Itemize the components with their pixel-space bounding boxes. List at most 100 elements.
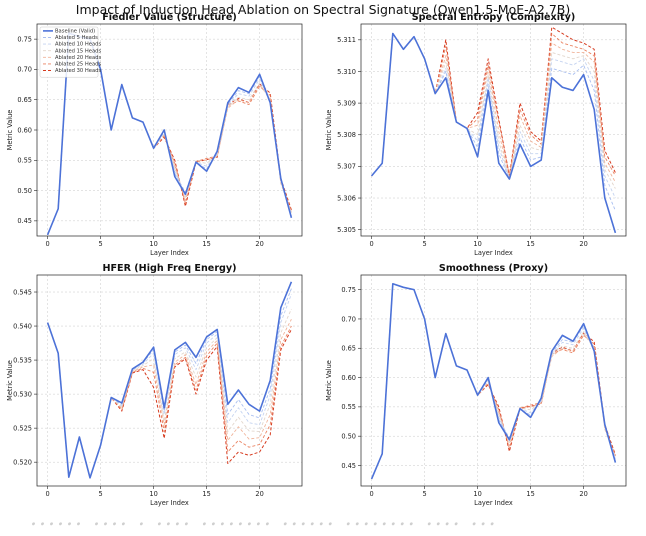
x-tick-label: 10	[473, 240, 481, 248]
series-line-ablated-20-heads	[371, 283, 616, 480]
series-line-ablated-10-heads	[371, 33, 616, 199]
series-line-ablated-30-heads	[371, 26, 616, 177]
x-tick-label: 15	[526, 490, 534, 498]
y-axis-label: Metric Value	[6, 360, 14, 401]
y-tick-label: 5.308	[337, 131, 356, 139]
series-line-ablated-15-heads	[371, 33, 616, 189]
series-line-ablated-5-heads	[371, 33, 616, 211]
x-tick-label: 20	[579, 240, 587, 248]
x-axis-label: Layer Index	[474, 499, 513, 507]
y-axis-label: Metric Value	[6, 110, 14, 151]
chart-3: 0 5 10 15 20 0.520 0.525 0.530 0.535 0.540 0.545 HF…	[6, 263, 303, 507]
y-tick-label: 0.45	[341, 462, 356, 470]
series-lines	[370, 282, 617, 480]
y-tick-label: 0.525	[13, 424, 32, 432]
y-tick-label: 0.55	[17, 157, 32, 165]
series-line-ablated-10-heads	[47, 293, 292, 479]
x-tick-label: 0	[369, 240, 373, 248]
y-tick-label: 0.75	[17, 35, 32, 43]
legend-entry: Ablated 20 Heads	[55, 55, 101, 61]
x-tick-label: 0	[369, 490, 373, 498]
series-line-ablated-30-heads	[371, 283, 616, 480]
y-tick-label: 5.310	[337, 68, 356, 76]
series-line-ablated-25-heads	[371, 283, 616, 480]
x-tick-label: 20	[255, 240, 263, 248]
y-tick-label: 0.520	[13, 458, 32, 466]
y-tick-label: 0.540	[13, 322, 32, 330]
series-line-ablated-5-heads	[371, 283, 616, 480]
series-line-baseline-valid	[46, 281, 293, 479]
y-axis-label: Metric Value	[325, 110, 333, 151]
y-tick-label: 5.306	[337, 194, 356, 202]
x-tick-label: 5	[422, 240, 426, 248]
series-line-baseline-valid	[370, 32, 617, 234]
plot-frame	[360, 274, 627, 487]
y-tick-label: 0.55	[341, 403, 356, 411]
x-tick-label: 20	[255, 490, 263, 498]
series-line-ablated-15-heads	[371, 283, 616, 480]
x-axis-label: Layer Index	[150, 499, 189, 507]
series-lines	[370, 26, 617, 234]
x-axis-label: Layer Index	[150, 249, 189, 257]
series-line-ablated-15-heads	[47, 308, 292, 479]
y-tick-label: 0.50	[341, 432, 356, 440]
y-tick-label: 0.530	[13, 390, 32, 398]
x-tick-label: 15	[202, 240, 210, 248]
series-line-ablated-30-heads	[47, 322, 292, 479]
legend-box	[39, 26, 99, 78]
cut-off-caption: ...... .... . .... ........ ...... .....…	[30, 506, 498, 531]
y-tick-label: 5.305	[337, 226, 356, 234]
x-tick-label: 10	[149, 240, 157, 248]
y-tick-label: 0.65	[341, 345, 356, 353]
x-tick-label: 5	[98, 240, 102, 248]
chart-1: 0 5 10 15 20 0.45 0.50 0.55 0.60 0.65 0.70 0.75 Fied…	[6, 12, 303, 257]
legend-entry: Ablated 15 Heads	[55, 48, 101, 54]
y-tick-label: 5.309	[337, 99, 356, 107]
series-line-ablated-25-heads	[371, 33, 616, 177]
x-axis-label: Layer Index	[474, 249, 513, 257]
y-tick-label: 5.311	[337, 36, 356, 44]
y-tick-label: 0.65	[17, 96, 32, 104]
plot-frame	[360, 23, 627, 237]
series-line-ablated-25-heads	[47, 322, 292, 479]
chart-4: 0 5 10 15 20 0.45 0.50 0.55 0.60 0.65 0.70 0.75 Smoo…	[325, 263, 627, 507]
series-line-ablated-20-heads	[47, 32, 292, 235]
figure-title: Impact of Induction Head Ablation on Spe…	[76, 2, 570, 17]
y-tick-label: 0.60	[341, 374, 356, 382]
series-lines	[46, 281, 293, 479]
series-line-baseline-valid	[370, 282, 617, 480]
chart-title: Smoothness (Proxy)	[439, 263, 548, 274]
legend-entry: Ablated 30 Heads	[55, 68, 101, 74]
x-tick-label: 10	[149, 490, 157, 498]
chart-title: Fiedler Value (Structure)	[102, 12, 237, 23]
y-tick-label: 0.45	[17, 217, 32, 225]
x-tick-label: 10	[473, 490, 481, 498]
x-tick-label: 5	[422, 490, 426, 498]
y-tick-label: 5.307	[337, 163, 356, 171]
chart-title: Spectral Entropy (Complexity)	[412, 12, 576, 23]
y-tick-label: 0.50	[17, 187, 32, 195]
y-tick-label: 0.535	[13, 356, 32, 364]
chart-title: HFER (High Freq Energy)	[102, 263, 236, 274]
plot-frame	[36, 274, 303, 487]
series-line-ablated-20-heads	[47, 319, 292, 479]
legend-entry: Ablated 10 Heads	[55, 42, 101, 48]
legend-entry: Ablated 25 Heads	[55, 62, 101, 68]
chart-2: 0 5 10 15 20 5.305 5.306 5.307 5.308 5.309 5.310 5.…	[325, 12, 627, 257]
legend-entry: Baseline (Valid)	[55, 29, 95, 35]
y-axis-label: Metric Value	[325, 360, 333, 401]
x-tick-label: 15	[202, 490, 210, 498]
x-tick-label: 20	[579, 490, 587, 498]
y-tick-label: 0.60	[17, 126, 32, 134]
legend-entry: Ablated 5 Heads	[55, 35, 98, 41]
x-tick-label: 0	[45, 240, 49, 248]
y-tick-label: 0.75	[341, 286, 356, 294]
x-tick-label: 15	[526, 240, 534, 248]
series-line-ablated-10-heads	[371, 283, 616, 480]
y-tick-label: 0.70	[17, 66, 32, 74]
y-tick-label: 0.70	[341, 315, 356, 323]
y-tick-label: 0.545	[13, 288, 32, 296]
